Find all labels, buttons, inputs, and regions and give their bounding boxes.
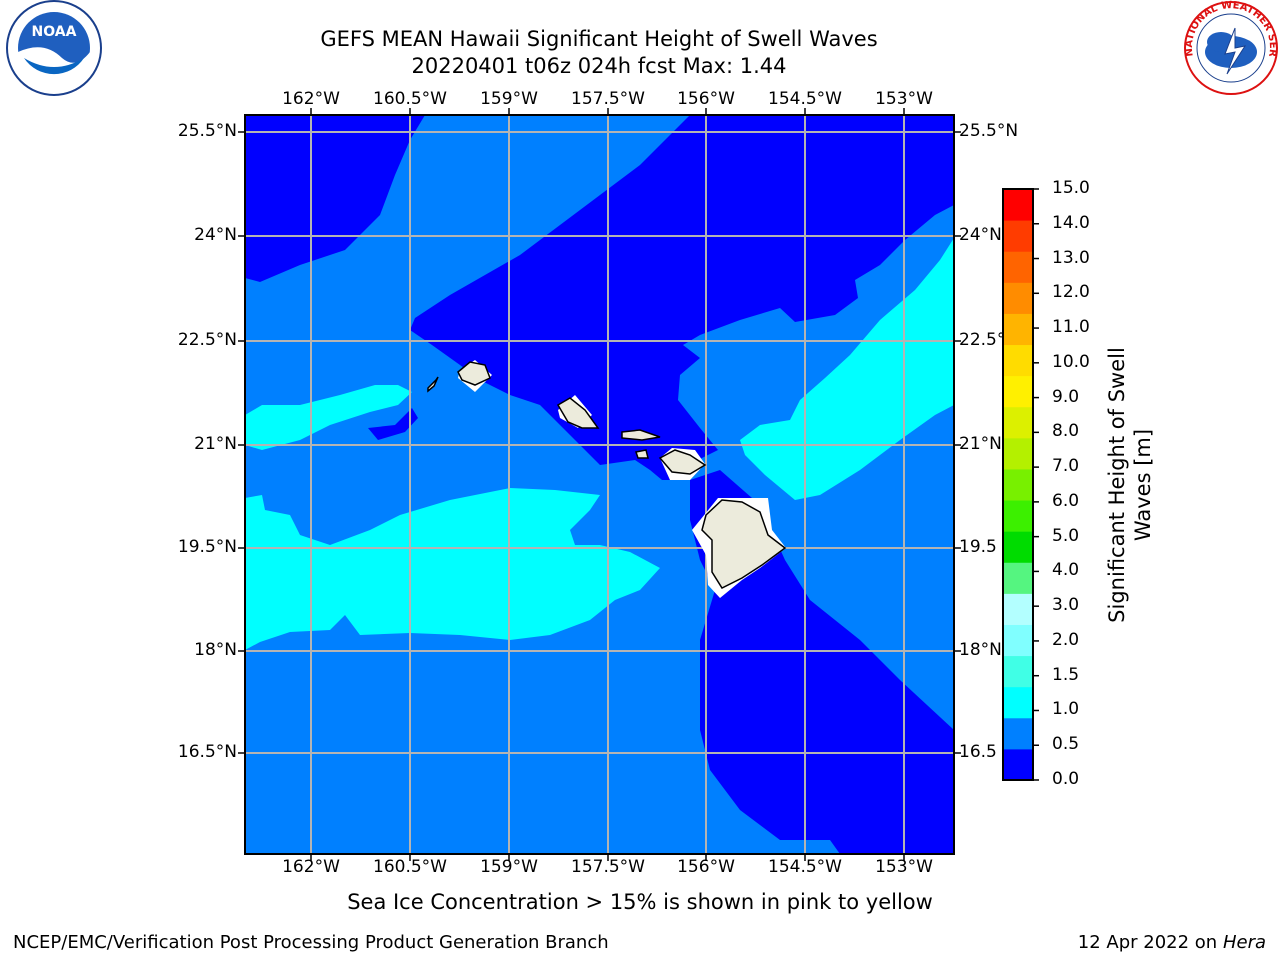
island-niihau xyxy=(427,376,439,393)
lon-label-bottom: 162°W xyxy=(282,857,340,877)
colorbar-tick-label: 1.0 xyxy=(1052,699,1080,720)
lat-label-left: 19.5°N xyxy=(177,537,237,557)
lat-label-left: 16.5°N xyxy=(177,742,237,762)
colorbar-tick-label: 3.0 xyxy=(1052,595,1080,616)
chart-title: GEFS MEAN Hawaii Significant Height of S… xyxy=(320,27,878,51)
lon-label-top: 156°W xyxy=(677,89,735,109)
lon-label-bottom: 153°W xyxy=(875,857,933,877)
island-kauai xyxy=(457,361,491,386)
swell-1.0-1.5-region-west xyxy=(245,385,412,450)
swell-0.0-0.5-region-north xyxy=(245,115,425,282)
lon-label-top: 154.5°W xyxy=(768,89,842,109)
lat-label-right: 18°N xyxy=(959,640,1002,660)
lat-label-right: 21°N xyxy=(959,434,1002,454)
footer-credit: NCEP/EMC/Verification Post Processing Pr… xyxy=(13,932,609,953)
lon-label-bottom: 160.5°W xyxy=(373,857,447,877)
lat-label-left: 22.5°N xyxy=(177,330,237,350)
colorbar-tick-label: 0.5 xyxy=(1052,734,1080,755)
colorbar-tick-label: 8.0 xyxy=(1052,421,1080,442)
island-oahu xyxy=(556,397,600,429)
swell-0.0-0.5-region-central xyxy=(410,115,954,480)
colorbar-tick-label: 12.0 xyxy=(1052,282,1090,303)
colorbar-tick-label: 4.0 xyxy=(1052,560,1080,581)
footer-date-text: 12 Apr 2022 on xyxy=(1077,932,1223,953)
colorbar-tick-label: 2.0 xyxy=(1052,629,1080,650)
swell-0.0-0.5-region-patch xyxy=(368,408,418,440)
swell-1.0-1.5-region-south xyxy=(245,488,660,650)
colorbar-tick-label: 15.0 xyxy=(1052,178,1090,198)
lat-label-right: 19.5 xyxy=(959,537,997,557)
colorbar-tick-label: 11.0 xyxy=(1052,317,1090,338)
colorbar-tick-label: 13.0 xyxy=(1052,247,1090,268)
island-maui xyxy=(658,449,707,475)
lat-label-left: 18°N xyxy=(194,640,237,660)
chart-subtitle: 20220401 t06z 024h fcst Max: 1.44 xyxy=(411,54,787,78)
island-lanai xyxy=(635,449,649,459)
swell-1.0-1.5-region-east xyxy=(740,238,954,500)
lon-label-bottom: 156°W xyxy=(677,857,735,877)
lon-label-top: 162°W xyxy=(282,89,340,109)
colorbar-tick-label: 1.5 xyxy=(1052,664,1080,685)
lat-label-left: 25.5°N xyxy=(177,121,237,141)
colorbar-label-line2: Waves [m] xyxy=(1131,428,1155,542)
island-polygons xyxy=(427,360,787,598)
sea-ice-caption: Sea Ice Concentration > 15% is shown in … xyxy=(347,890,933,914)
lon-label-top: 159°W xyxy=(480,89,538,109)
lat-ticks xyxy=(238,131,961,754)
colorbar-tick-label: 10.0 xyxy=(1052,351,1090,372)
colorbar-tick-label: 14.0 xyxy=(1052,212,1090,233)
lon-label-top: 160.5°W xyxy=(373,89,447,109)
footer-date: 12 Apr 2022 on Hera xyxy=(1078,932,1266,953)
colorbar-tick-label: 0.0 xyxy=(1052,769,1080,789)
colorbar-tick-label: 6.0 xyxy=(1052,490,1080,511)
lat-label-right: 22.5° xyxy=(959,330,1006,350)
lon-ticks xyxy=(310,108,905,861)
lat-label-left: 24°N xyxy=(194,225,237,245)
footer-host: Hera xyxy=(1222,932,1266,953)
colorbar-tick-label: 7.0 xyxy=(1052,456,1080,477)
colorbar-tick-label: 5.0 xyxy=(1052,525,1080,546)
island-molokai xyxy=(621,429,661,441)
lon-label-top: 157.5°W xyxy=(571,89,645,109)
lon-label-bottom: 159°W xyxy=(480,857,538,877)
lat-label-right: 25.5°N xyxy=(959,121,1019,141)
lon-label-top: 153°W xyxy=(875,89,933,109)
lat-label-left: 21°N xyxy=(194,434,237,454)
grid-lines xyxy=(245,115,954,854)
map-frame xyxy=(244,114,955,855)
lat-label-right: 16.5 xyxy=(959,742,997,762)
lon-label-bottom: 154.5°W xyxy=(768,857,842,877)
colorbar-label-line1: Significant Height of Swell xyxy=(1105,347,1129,623)
island-hawaii xyxy=(701,499,787,589)
lat-label-right: 24°N xyxy=(959,225,1002,245)
lon-label-bottom: 157.5°W xyxy=(571,857,645,877)
colorbar-tick-label: 9.0 xyxy=(1052,386,1080,407)
colorbar-label: Significant Height of Swell Waves [m] xyxy=(1104,285,1156,685)
